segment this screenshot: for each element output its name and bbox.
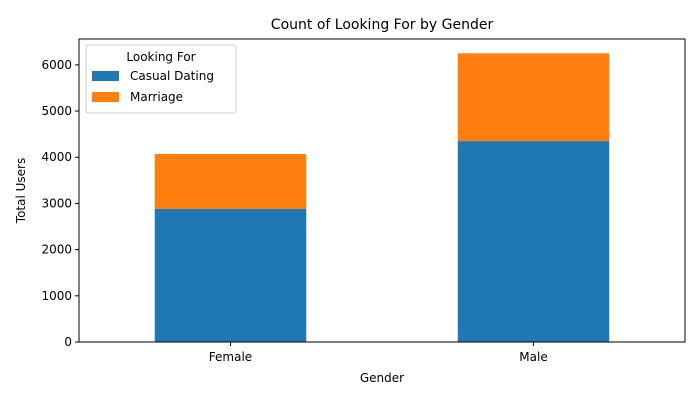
legend-items: Casual Dating Marriage [92, 69, 214, 104]
x-axis-label: Gender [360, 371, 404, 385]
bar-male-casual-dating [457, 141, 610, 342]
legend: Looking For Casual Dating Marriage [85, 44, 237, 114]
y-tick-label: 3000 [41, 196, 72, 210]
y-tick-label: 6000 [41, 58, 72, 72]
x-tick-label-male: Male [519, 350, 547, 364]
y-tick-label: 5000 [41, 104, 72, 118]
y-tick-label: 2000 [41, 243, 72, 257]
x-axis: Female Male [209, 342, 548, 364]
legend-label-marriage: Marriage [130, 90, 183, 104]
legend-swatch-casual-dating [92, 71, 119, 81]
x-tick-label-female: Female [209, 350, 252, 364]
legend-swatch-marriage [92, 92, 119, 102]
chart-title: Count of Looking For by Gender [271, 17, 494, 33]
y-tick-label: 4000 [41, 150, 72, 164]
y-tick-label: 0 [64, 335, 72, 349]
bar-female-casual-dating [154, 208, 307, 342]
y-axis-label: Total Users [14, 158, 28, 224]
bar-female-marriage [154, 154, 307, 209]
y-axis: 0 1000 2000 3000 4000 5000 6000 [41, 58, 79, 349]
bar-male-marriage [457, 53, 610, 142]
bars-group [154, 53, 610, 342]
legend-label-casual-dating: Casual Dating [130, 69, 214, 83]
legend-frame [85, 44, 237, 114]
legend-title: Looking For [126, 50, 195, 64]
y-tick-label: 1000 [41, 289, 72, 303]
plot-area-frame [78, 38, 686, 343]
